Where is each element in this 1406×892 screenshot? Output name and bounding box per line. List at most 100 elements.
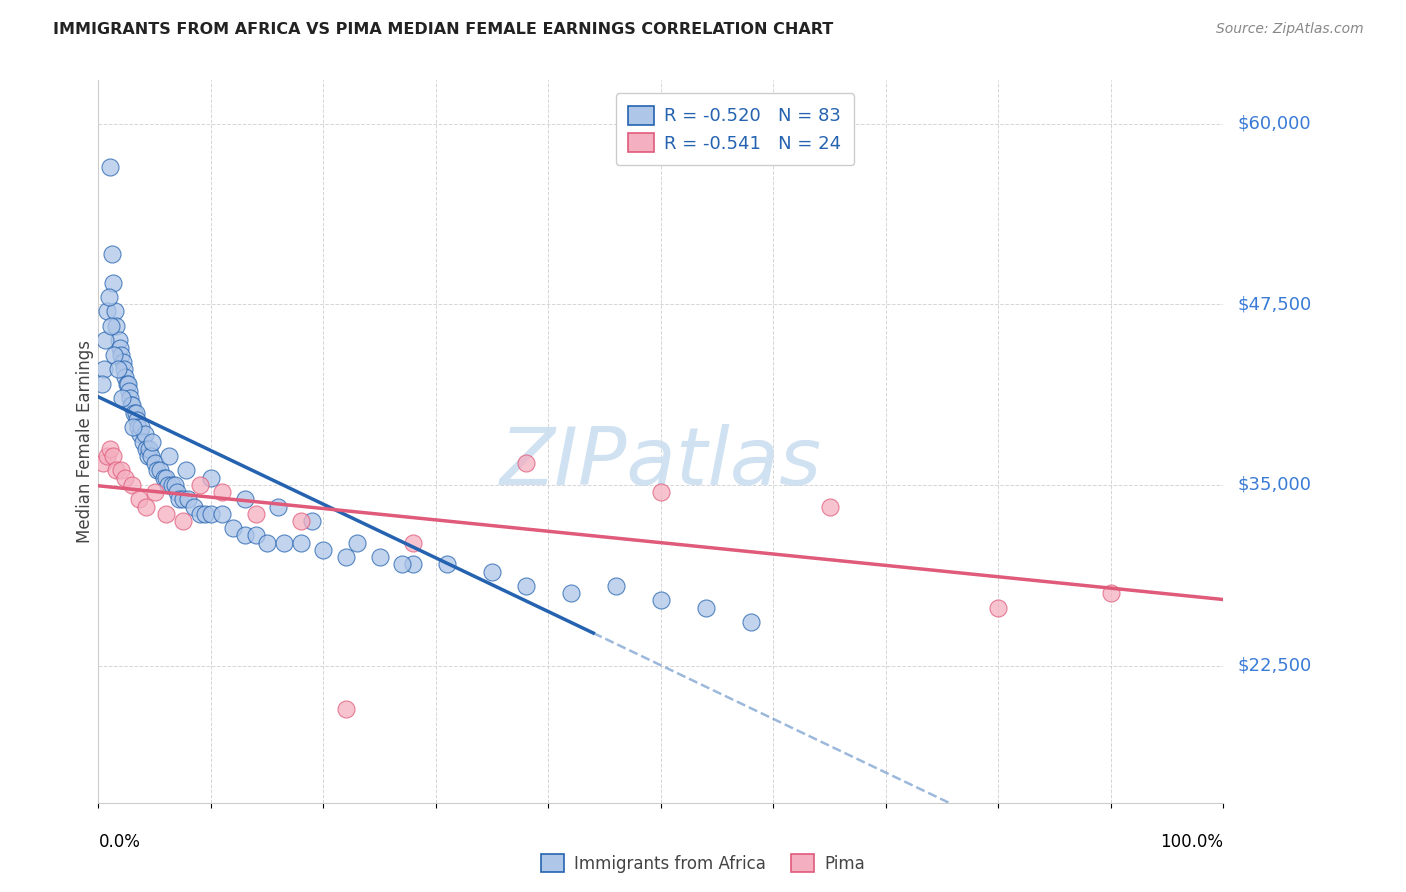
- Point: [273, 535, 295, 549]
- Point: [138, 442, 160, 456]
- Point: [818, 500, 841, 514]
- Point: [141, 449, 163, 463]
- Point: [172, 514, 194, 528]
- Point: [695, 600, 717, 615]
- Point: [222, 521, 245, 535]
- Point: [143, 456, 166, 470]
- Point: [436, 558, 458, 572]
- Point: [100, 318, 122, 333]
- Point: [98, 160, 121, 174]
- Point: [146, 463, 169, 477]
- Point: [111, 391, 134, 405]
- Point: [118, 384, 141, 398]
- Text: IMMIGRANTS FROM AFRICA VS PIMA MEDIAN FEMALE EARNINGS CORRELATION CHART: IMMIGRANTS FROM AFRICA VS PIMA MEDIAN FE…: [53, 22, 834, 37]
- Point: [103, 348, 125, 362]
- Text: $47,500: $47,500: [1237, 295, 1312, 313]
- Point: [107, 334, 129, 348]
- Point: [101, 276, 124, 290]
- Point: [335, 702, 357, 716]
- Text: ZIPatlas: ZIPatlas: [499, 425, 823, 502]
- Point: [346, 535, 368, 549]
- Point: [121, 478, 143, 492]
- Point: [101, 246, 124, 260]
- Point: [605, 579, 627, 593]
- Point: [96, 449, 118, 463]
- Text: Source: ZipAtlas.com: Source: ZipAtlas.com: [1216, 22, 1364, 37]
- Point: [391, 558, 413, 572]
- Text: $22,500: $22,500: [1237, 657, 1312, 674]
- Point: [211, 507, 233, 521]
- Point: [157, 478, 180, 492]
- Point: [290, 514, 312, 528]
- Text: $35,000: $35,000: [1237, 476, 1312, 494]
- Point: [174, 463, 197, 477]
- Point: [90, 376, 112, 391]
- Point: [301, 514, 323, 528]
- Point: [515, 456, 537, 470]
- Point: [650, 593, 672, 607]
- Text: $60,000: $60,000: [1237, 115, 1310, 133]
- Point: [129, 420, 152, 434]
- Point: [188, 507, 211, 521]
- Point: [1099, 586, 1122, 600]
- Point: [112, 362, 135, 376]
- Point: [110, 348, 132, 362]
- Point: [245, 507, 267, 521]
- Point: [135, 500, 157, 514]
- Point: [177, 492, 200, 507]
- Point: [91, 456, 114, 470]
- Point: [121, 398, 143, 412]
- Point: [105, 318, 128, 333]
- Point: [169, 492, 191, 507]
- Point: [183, 500, 205, 514]
- Point: [112, 355, 135, 369]
- Point: [987, 600, 1010, 615]
- Point: [97, 290, 120, 304]
- Text: 0.0%: 0.0%: [98, 833, 141, 851]
- Point: [650, 485, 672, 500]
- Point: [141, 434, 163, 449]
- Point: [402, 535, 425, 549]
- Point: [136, 449, 159, 463]
- Point: [108, 341, 131, 355]
- Point: [200, 470, 222, 484]
- Point: [105, 463, 128, 477]
- Point: [245, 528, 267, 542]
- Point: [267, 500, 290, 514]
- Point: [233, 492, 256, 507]
- Point: [135, 442, 157, 456]
- Point: [93, 362, 115, 376]
- Point: [163, 478, 186, 492]
- Point: [160, 478, 183, 492]
- Point: [128, 492, 150, 507]
- Point: [560, 586, 582, 600]
- Point: [114, 470, 136, 484]
- Point: [188, 478, 211, 492]
- Point: [115, 376, 138, 391]
- Point: [368, 550, 391, 565]
- Point: [211, 485, 233, 500]
- Point: [312, 542, 335, 557]
- Point: [155, 470, 177, 484]
- Point: [233, 528, 256, 542]
- Y-axis label: Median Female Earnings: Median Female Earnings: [76, 340, 94, 543]
- Point: [166, 485, 188, 500]
- Point: [124, 406, 146, 420]
- Point: [481, 565, 503, 579]
- Point: [94, 334, 117, 348]
- Point: [155, 507, 177, 521]
- Point: [124, 406, 146, 420]
- Point: [149, 463, 172, 477]
- Point: [117, 376, 139, 391]
- Point: [143, 485, 166, 500]
- Point: [96, 304, 118, 318]
- Text: 100.0%: 100.0%: [1160, 833, 1223, 851]
- Point: [114, 369, 136, 384]
- Point: [129, 427, 152, 442]
- Point: [110, 463, 132, 477]
- Point: [132, 434, 155, 449]
- Point: [101, 449, 124, 463]
- Point: [104, 304, 127, 318]
- Point: [157, 449, 180, 463]
- Point: [740, 615, 762, 630]
